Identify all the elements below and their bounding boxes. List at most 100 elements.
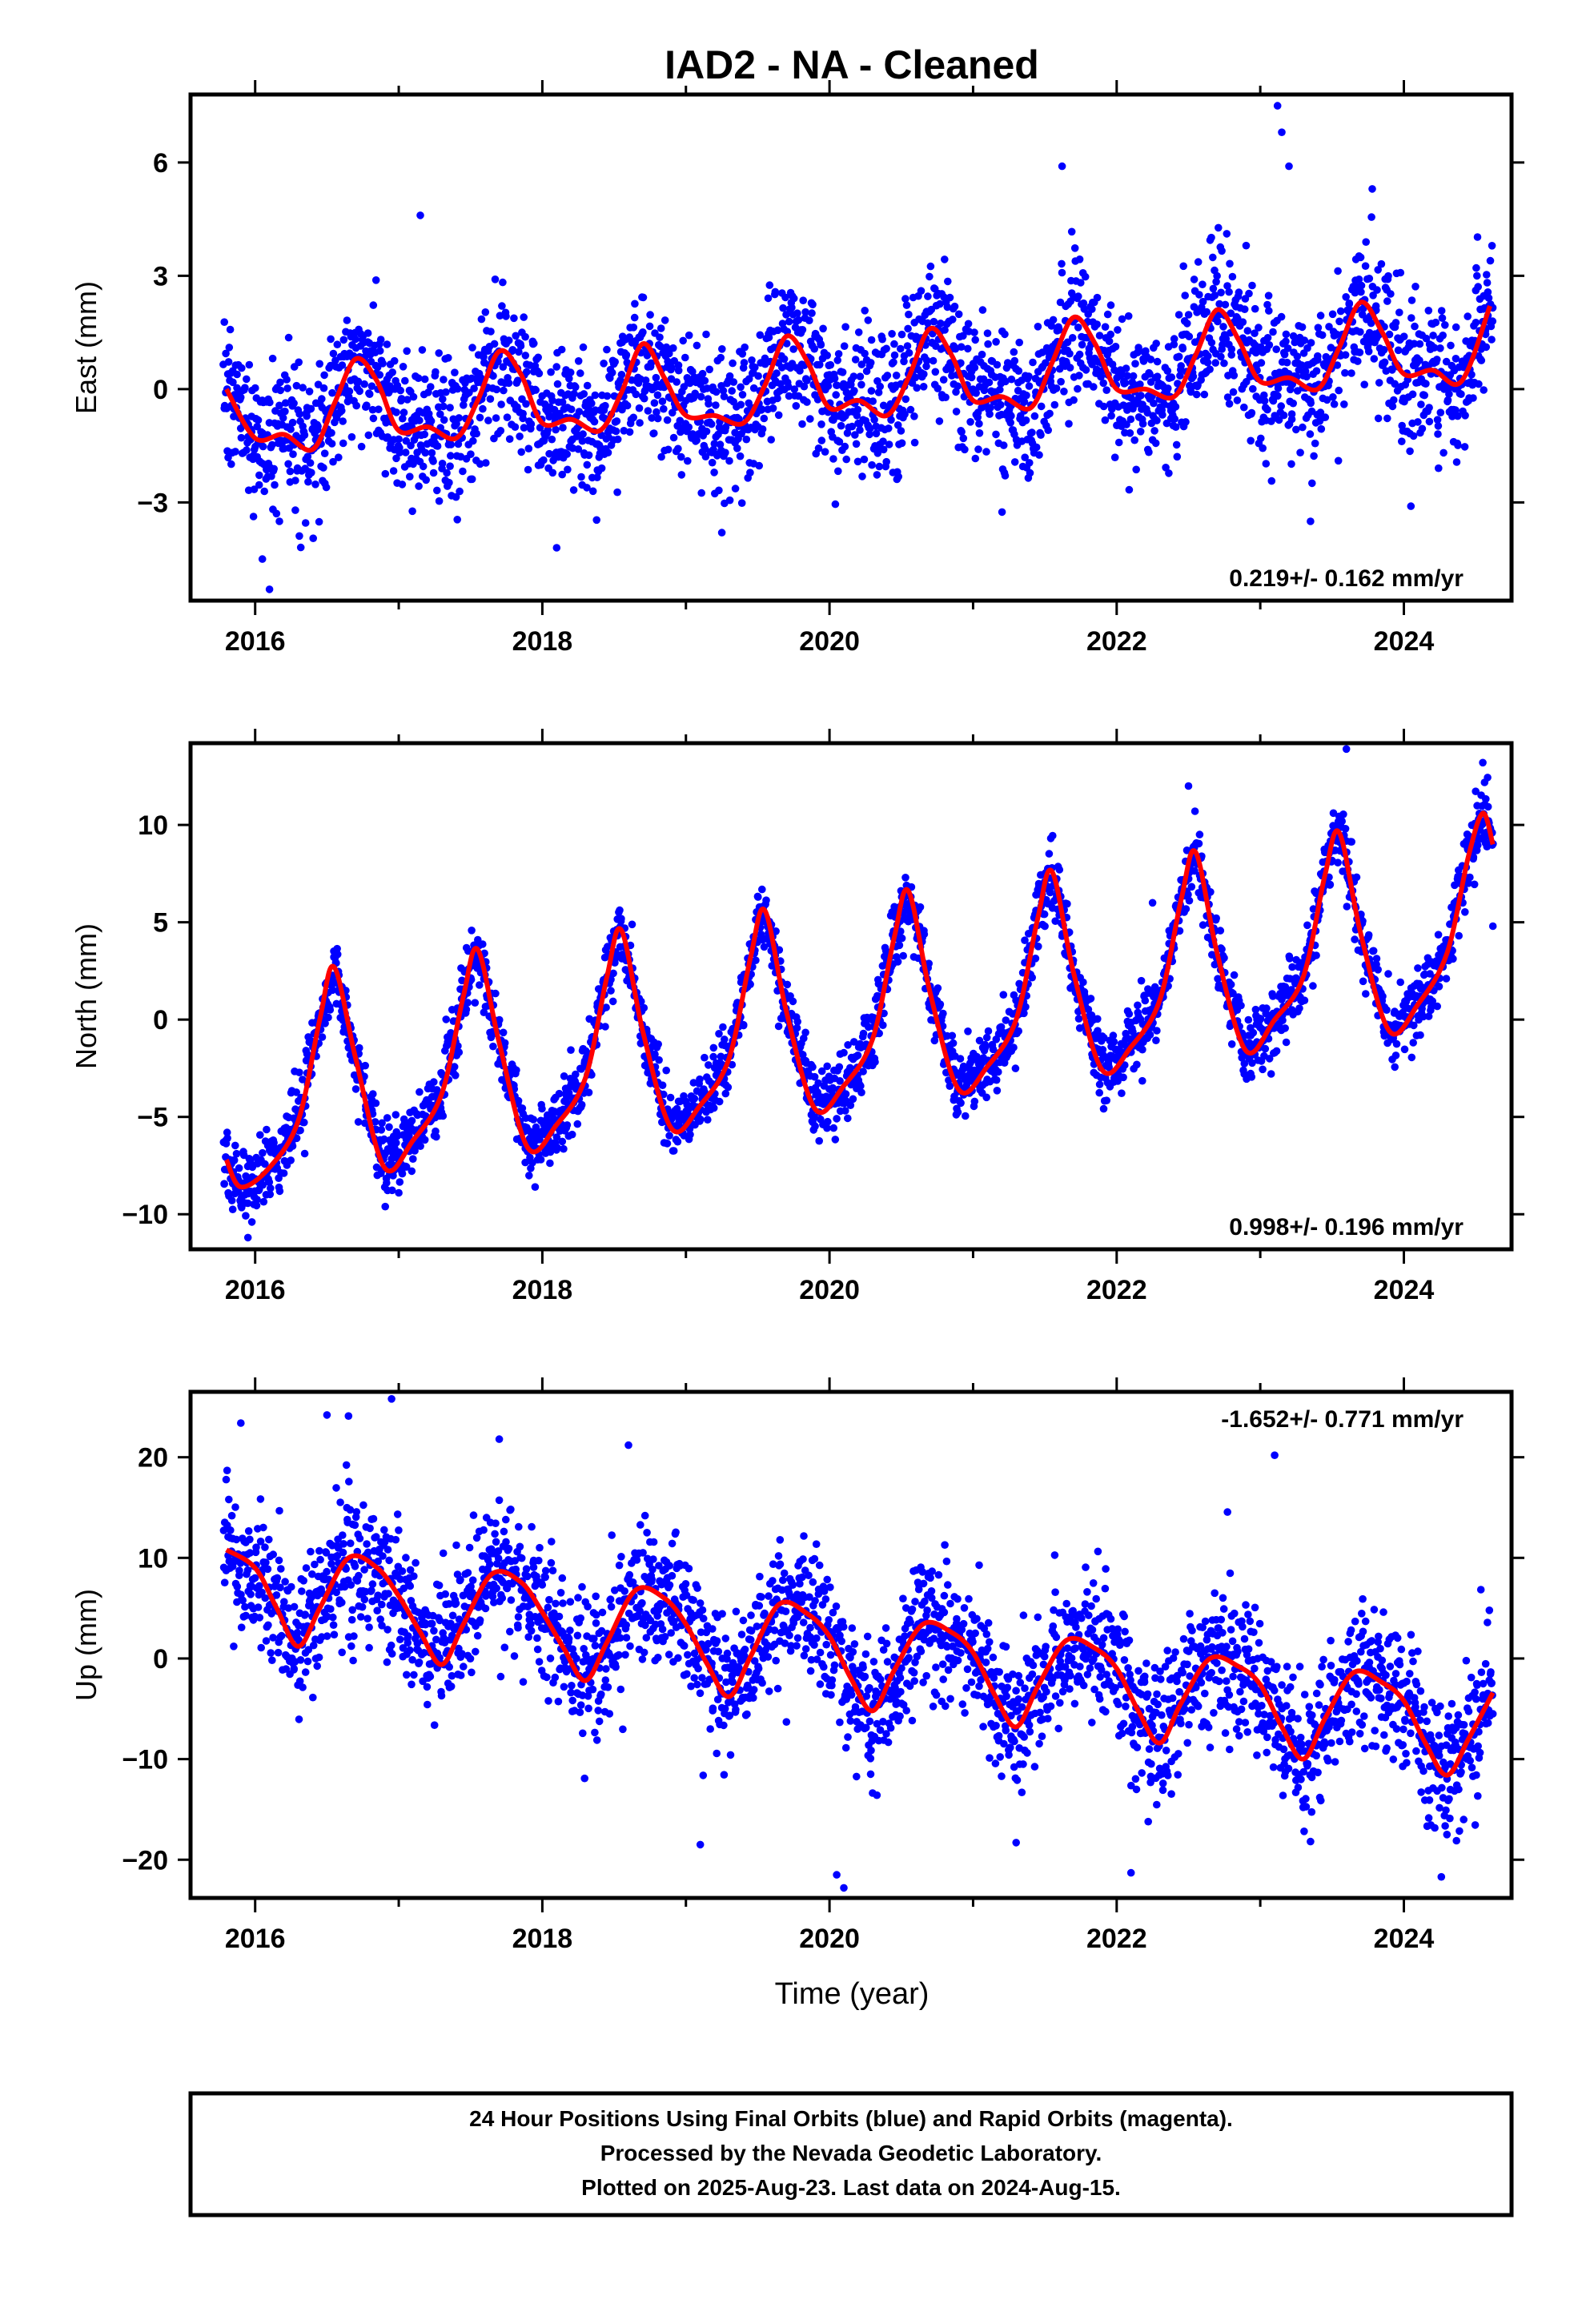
north-point bbox=[686, 1131, 694, 1139]
east-point bbox=[861, 307, 869, 315]
east-point bbox=[632, 390, 640, 399]
east-point bbox=[1374, 414, 1383, 423]
east-point bbox=[1424, 307, 1433, 315]
east-point bbox=[1329, 393, 1337, 401]
east-point bbox=[623, 401, 632, 410]
east-point bbox=[520, 313, 528, 321]
east-point bbox=[467, 450, 475, 458]
east-point bbox=[1240, 305, 1249, 314]
east-point bbox=[1153, 357, 1162, 366]
east-point bbox=[851, 431, 859, 439]
east-point bbox=[1475, 380, 1483, 388]
east-point bbox=[304, 477, 312, 486]
north-point bbox=[1091, 1034, 1100, 1043]
east-point bbox=[446, 404, 454, 412]
north-point bbox=[489, 1042, 497, 1051]
east-point bbox=[1374, 266, 1382, 274]
east-point bbox=[516, 432, 524, 440]
east-point bbox=[801, 308, 809, 316]
east-point bbox=[608, 368, 616, 377]
east-point bbox=[816, 360, 824, 369]
east-point bbox=[978, 350, 986, 359]
east-point bbox=[867, 387, 876, 395]
east-point bbox=[338, 361, 347, 369]
east-point bbox=[1221, 300, 1230, 309]
east-point bbox=[1474, 283, 1482, 291]
north-point bbox=[758, 885, 766, 894]
north-point bbox=[1094, 1015, 1102, 1023]
east-point bbox=[505, 435, 514, 443]
north-point bbox=[728, 1060, 737, 1069]
east-point bbox=[929, 356, 938, 365]
east-point bbox=[404, 396, 412, 404]
east-point bbox=[482, 459, 490, 467]
east-point bbox=[419, 462, 428, 471]
east-point bbox=[701, 452, 710, 460]
east-point bbox=[591, 391, 600, 400]
east-point bbox=[1198, 304, 1206, 312]
east-point bbox=[499, 278, 507, 287]
east-point bbox=[1081, 272, 1090, 281]
east-point bbox=[1181, 292, 1189, 300]
north-point bbox=[617, 915, 625, 923]
east-point bbox=[1114, 326, 1122, 334]
east-point bbox=[1433, 416, 1442, 424]
north-point bbox=[752, 956, 760, 964]
east-point bbox=[613, 488, 621, 497]
east-point bbox=[447, 440, 456, 448]
east-point bbox=[1134, 344, 1142, 352]
east-point bbox=[1437, 307, 1446, 315]
north-point bbox=[416, 1088, 424, 1096]
east-point bbox=[882, 344, 890, 353]
east-point bbox=[645, 322, 654, 331]
east-point bbox=[254, 416, 263, 424]
east-point bbox=[1074, 292, 1082, 300]
east-point bbox=[1395, 308, 1403, 317]
east-point bbox=[286, 467, 295, 476]
east-point bbox=[295, 410, 303, 418]
east-point bbox=[737, 383, 745, 392]
north-point bbox=[1244, 1015, 1253, 1024]
east-point bbox=[1317, 424, 1326, 433]
east-point bbox=[1420, 391, 1428, 400]
east-point bbox=[771, 287, 780, 296]
east-point bbox=[1473, 233, 1482, 241]
east-point bbox=[1299, 423, 1307, 432]
east-point bbox=[1136, 380, 1144, 388]
east-point bbox=[1209, 284, 1218, 293]
east-point bbox=[1171, 423, 1180, 431]
east-point bbox=[946, 293, 954, 302]
east-point bbox=[253, 422, 262, 431]
east-point bbox=[1484, 294, 1493, 302]
east-point bbox=[798, 420, 806, 428]
east-point bbox=[1473, 271, 1481, 280]
east-point bbox=[558, 470, 566, 479]
east-point bbox=[375, 371, 384, 379]
east-point bbox=[521, 352, 530, 360]
north-point bbox=[640, 1003, 648, 1012]
east-point bbox=[583, 460, 592, 469]
north-point bbox=[1182, 846, 1191, 854]
east-point bbox=[1442, 357, 1451, 366]
east-point bbox=[835, 437, 844, 446]
east-point bbox=[1399, 332, 1408, 341]
east-point bbox=[1452, 458, 1461, 466]
east-point bbox=[922, 362, 930, 371]
east-point bbox=[300, 431, 309, 439]
east-point bbox=[416, 211, 424, 219]
east-point bbox=[958, 428, 966, 436]
north-point bbox=[259, 1148, 267, 1157]
north-point bbox=[607, 987, 615, 995]
east-point bbox=[866, 424, 874, 432]
east-point bbox=[708, 458, 717, 467]
north-point bbox=[1207, 888, 1215, 896]
east-point bbox=[1226, 259, 1234, 268]
east-point bbox=[1225, 287, 1233, 296]
east-point bbox=[661, 316, 669, 324]
east-point bbox=[1058, 268, 1066, 277]
east-point bbox=[1223, 282, 1231, 290]
east-point bbox=[398, 480, 407, 489]
north-point bbox=[1220, 954, 1228, 962]
east-point bbox=[371, 276, 380, 284]
north-point bbox=[377, 1126, 386, 1134]
